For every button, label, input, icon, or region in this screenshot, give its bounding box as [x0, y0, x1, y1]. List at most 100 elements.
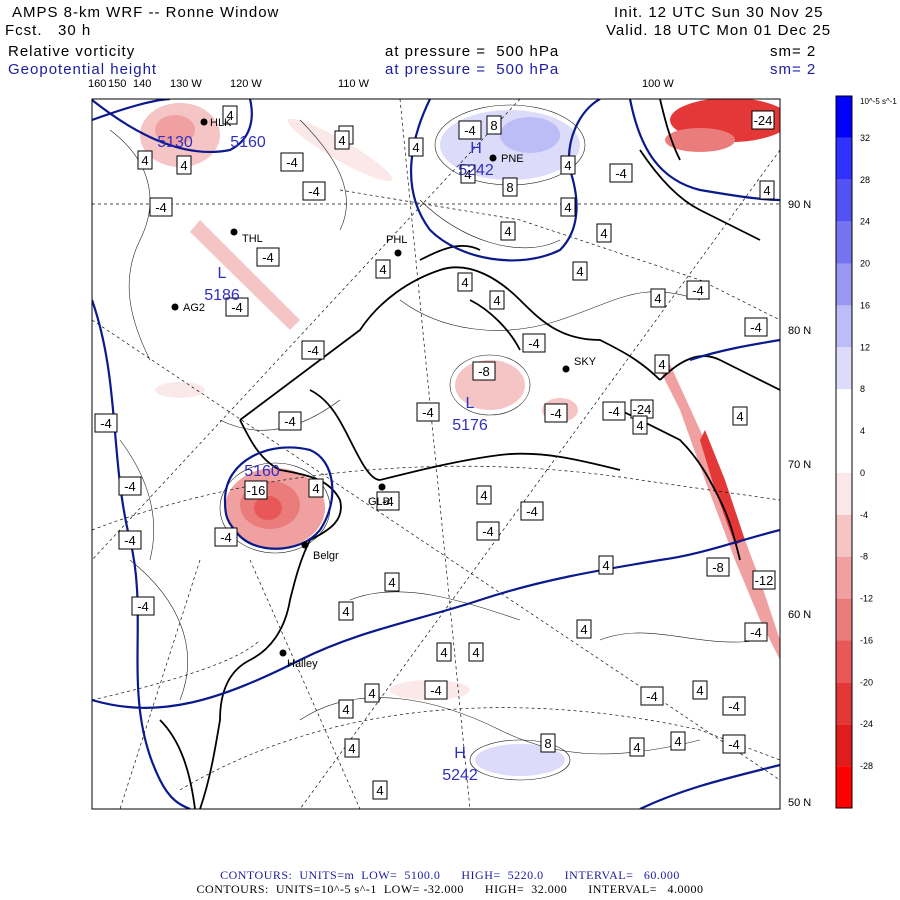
station-marker: PHL	[386, 234, 407, 257]
lat-label: 90 N	[788, 199, 811, 211]
vorticity-value-label: -4	[302, 181, 326, 201]
svg-text:5160: 5160	[244, 463, 280, 480]
vorticity-value-label: -4	[131, 596, 155, 616]
vorticity-patch	[254, 496, 282, 520]
svg-text:4: 4	[480, 488, 487, 503]
vorticity-patch	[155, 382, 205, 398]
svg-text:4: 4	[564, 158, 571, 173]
svg-text:4: 4	[379, 262, 386, 277]
height-center-label: H 5242	[458, 140, 494, 179]
vorticity-value-label: -4	[522, 333, 546, 353]
colorbar-tick: 16	[860, 300, 870, 310]
vorticity-value-label: 4	[692, 680, 708, 700]
vorticity-value-label: -4	[722, 734, 746, 754]
svg-text:5186: 5186	[204, 287, 240, 304]
svg-text:4: 4	[763, 183, 770, 198]
vorticity-value-label: 4	[632, 415, 648, 435]
svg-text:-4: -4	[231, 300, 243, 315]
vorticity-value-label: 4	[560, 155, 576, 175]
vorticity-value-label: 4	[334, 130, 350, 150]
svg-text:GLB: GLB	[368, 496, 390, 508]
field1-name: Relative vorticity	[8, 43, 136, 60]
vorticity-value-label: 4	[598, 555, 614, 575]
vorticity-value-label: -4	[722, 696, 746, 716]
svg-text:4: 4	[312, 481, 319, 496]
vorticity-value-label: 4	[384, 572, 400, 592]
svg-text:4: 4	[348, 741, 355, 756]
vorticity-value-label: -24	[630, 399, 654, 419]
svg-text:-24: -24	[633, 402, 652, 417]
vorticity-value-label: -4	[744, 622, 768, 642]
forecast-hour: Fcst. 30 h	[5, 22, 92, 39]
vorticity-value-label: 4	[500, 221, 516, 241]
svg-text:AG2: AG2	[183, 302, 205, 314]
vorticity-value-label: -4	[609, 163, 633, 183]
vorticity-patch	[700, 430, 745, 545]
colorbar: 10^-5 s^-1 32 28 24 20 16 12 8 4 0 -4 -8 -12 -16 -20 -2…	[835, 95, 897, 809]
svg-text:THL: THL	[242, 233, 263, 245]
coastline	[159, 99, 780, 809]
vorticity-value-label: -24	[751, 110, 775, 130]
svg-text:-8: -8	[478, 364, 490, 379]
svg-text:-4: -4	[137, 599, 149, 614]
svg-text:8: 8	[544, 736, 551, 751]
vorticity-value-label: -4	[686, 280, 710, 300]
svg-text:-12: -12	[755, 573, 774, 588]
colorbar-cell	[836, 431, 852, 473]
vorticity-value-label: 4	[489, 290, 505, 310]
field2-smooth: sm= 2	[770, 61, 817, 78]
svg-text:4: 4	[600, 226, 607, 241]
svg-text:4: 4	[736, 409, 743, 424]
vorticity-value-label: 4	[670, 731, 686, 751]
vorticity-value-label: 4	[364, 683, 380, 703]
svg-text:-4: -4	[284, 414, 296, 429]
svg-text:-4: -4	[728, 737, 740, 752]
colorbar-cell	[836, 766, 852, 808]
lon-label: 140	[133, 78, 152, 90]
lat-label: 80 N	[788, 325, 811, 337]
vorticity-value-label: 4	[596, 223, 612, 243]
field2-name: Geopotential height	[8, 61, 158, 78]
svg-text:4: 4	[412, 140, 419, 155]
vorticity-value-label: 4	[176, 155, 192, 175]
height-center-label: L 5186	[204, 265, 240, 304]
svg-text:4: 4	[576, 264, 583, 279]
vorticity-value-label: 4	[457, 272, 473, 292]
colorbar-tick: -28	[860, 761, 873, 771]
vorticity-value-label: -4	[256, 247, 280, 267]
colorbar-tick: -4	[860, 510, 868, 520]
colorbar-tick: 12	[860, 342, 870, 352]
svg-text:PHL: PHL	[386, 234, 407, 246]
vorticity-value-label: 4	[576, 619, 592, 639]
colorbar-tick: 8	[860, 384, 865, 394]
vorticity-patch	[665, 128, 735, 152]
svg-text:SKY: SKY	[574, 356, 597, 368]
svg-text:4: 4	[338, 133, 345, 148]
svg-text:-4: -4	[262, 250, 274, 265]
colorbar-tick: -8	[860, 552, 868, 562]
vorticity-value-label: -4	[118, 530, 142, 550]
colorbar-cell	[836, 179, 852, 222]
vorticity-value-label: -4	[476, 521, 500, 541]
svg-text:5176: 5176	[452, 417, 488, 434]
vorticity-value-label: 4	[344, 738, 360, 758]
svg-text:4: 4	[180, 158, 187, 173]
vorticity-contour-info: CONTOURS: UNITS=10^-5 s^-1 LOW= -32.000 …	[196, 882, 704, 896]
colorbar-cell	[836, 472, 852, 515]
station-marker: Belgr	[301, 541, 339, 562]
vorticity-value-label: -4	[744, 317, 768, 337]
svg-text:PNE: PNE	[501, 153, 524, 165]
colorbar-cell	[836, 724, 852, 767]
colorbar-tick: -16	[860, 635, 873, 645]
colorbar-cell	[836, 263, 852, 306]
vorticity-value-label: -4	[118, 476, 142, 496]
height-label-layer: H 5242 L 5186 L 5176 5160 H 5242 5130 5160	[157, 134, 494, 784]
svg-text:-4: -4	[422, 405, 434, 420]
vorticity-value-label: -4	[640, 686, 664, 706]
svg-text:-4: -4	[550, 406, 562, 421]
colorbar-cell	[836, 682, 852, 725]
svg-text:-4: -4	[307, 343, 319, 358]
svg-text:-4: -4	[308, 184, 320, 199]
svg-text:4: 4	[654, 291, 661, 306]
station-marker: SKY	[562, 356, 597, 373]
